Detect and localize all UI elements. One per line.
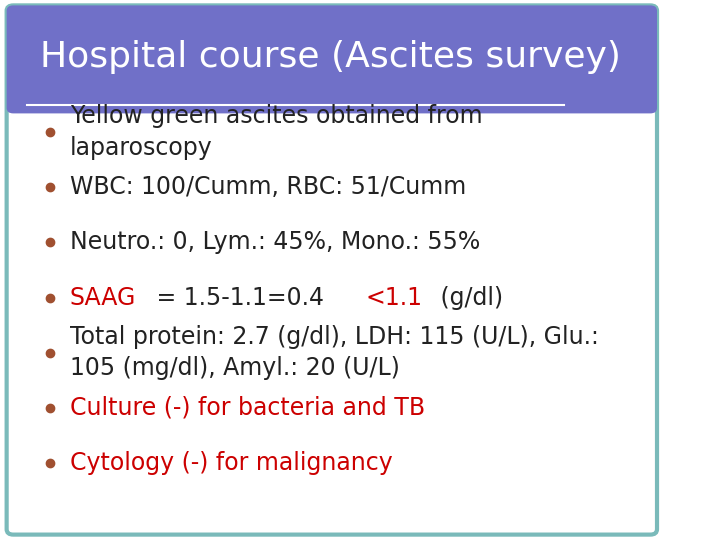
Text: <1.1: <1.1	[366, 286, 423, 309]
Text: Culture (-) for bacteria and TB: Culture (-) for bacteria and TB	[70, 396, 425, 420]
Text: WBC: 100/Cumm, RBC: 51/Cumm: WBC: 100/Cumm, RBC: 51/Cumm	[70, 176, 466, 199]
Text: Hospital course (Ascites survey): Hospital course (Ascites survey)	[40, 40, 621, 73]
FancyBboxPatch shape	[6, 5, 657, 113]
Text: (g/dl): (g/dl)	[433, 286, 503, 309]
FancyBboxPatch shape	[6, 5, 657, 535]
Text: SAAG: SAAG	[70, 286, 136, 309]
Text: Neutro.: 0, Lym.: 45%, Mono.: 55%: Neutro.: 0, Lym.: 45%, Mono.: 55%	[70, 231, 480, 254]
Text: Total protein: 2.7 (g/dl), LDH: 115 (U/L), Glu.:
105 (mg/dl), Amyl.: 20 (U/L): Total protein: 2.7 (g/dl), LDH: 115 (U/L…	[70, 325, 598, 380]
Text: Cytology (-) for malignancy: Cytology (-) for malignancy	[70, 451, 392, 475]
Text: Yellow green ascites obtained from
laparoscopy: Yellow green ascites obtained from lapar…	[70, 105, 482, 160]
Text: = 1.5-1.1=0.4: = 1.5-1.1=0.4	[148, 286, 331, 309]
